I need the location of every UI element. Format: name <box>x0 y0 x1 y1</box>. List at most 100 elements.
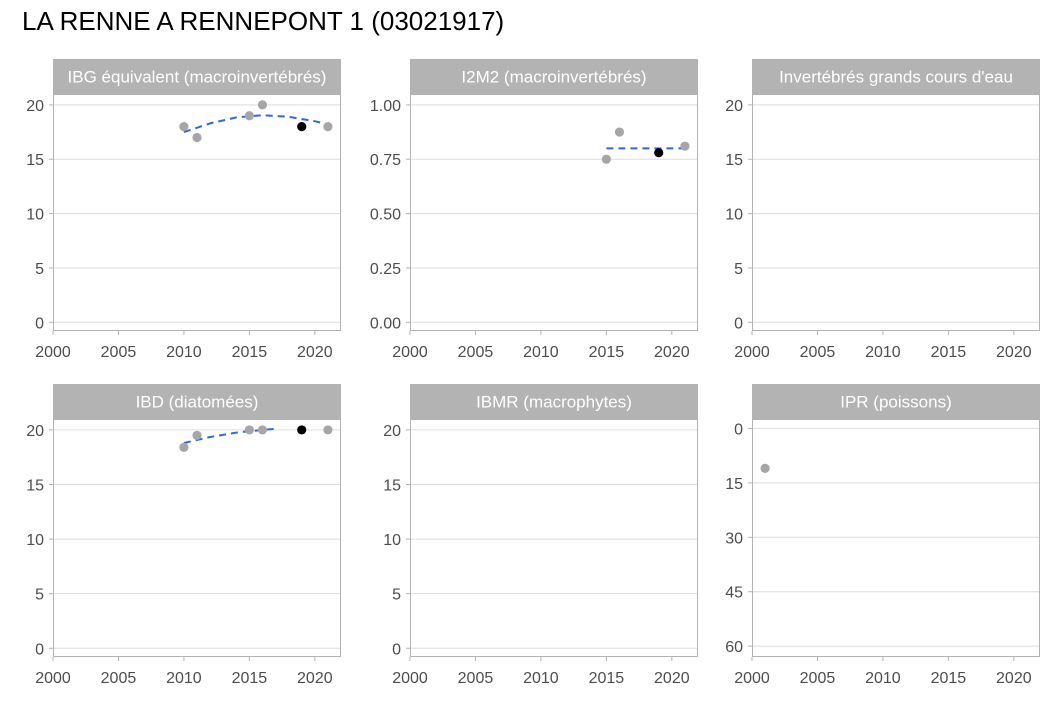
x-tick-label: 2015 <box>589 670 625 687</box>
facet-strip-title: IPR (poissons) <box>840 393 951 412</box>
y-tick-label: 20 <box>26 98 44 115</box>
y-tick-label: 0.50 <box>370 207 401 224</box>
facet-strip <box>410 59 698 94</box>
facet-strip <box>53 384 341 419</box>
data-point: 2001: 11 <box>760 463 770 473</box>
facet-strip <box>752 384 1040 419</box>
facet-strip <box>410 384 698 419</box>
highlighted-data-point: 2019: 20 <box>297 425 307 435</box>
highlighted-data-point: 2019: 0.78 <box>654 148 664 158</box>
x-tick-label: 2005 <box>458 344 494 361</box>
x-tick-label: 2000 <box>35 670 71 687</box>
facet-panel-5: IBMR (macrophytes) 0 5 10 15 20 2000 2005 2010 20… <box>383 384 698 687</box>
data-point: 2016: 20 <box>257 100 268 110</box>
x-tick-label: 2020 <box>996 670 1032 687</box>
facet-panel-6: IPR (poissons) 0 15 30 45 60 2000 2005 2010 2015 2… <box>725 384 1040 687</box>
x-tick-label: 2020 <box>654 344 690 361</box>
facet-strip-title: IBMR (macrophytes) <box>476 393 632 412</box>
y-tick-label: 0.75 <box>370 152 401 169</box>
data-point: 2016: 0.875 <box>614 127 625 137</box>
y-tick-label: 15 <box>26 478 44 495</box>
x-tick-label: 2000 <box>392 670 428 687</box>
data-point: 2021: 20 <box>323 425 333 435</box>
x-tick-label: 2015 <box>232 670 268 687</box>
y-tick-label: 60 <box>725 639 743 656</box>
data-point: 2015: 19 <box>244 111 254 121</box>
facet-panel-2: I2M2 (macroinvertébrés) 0.00 0.25 0.50 0.75 1… <box>370 59 698 361</box>
y-tick-label: 0.00 <box>370 315 401 332</box>
panel-border <box>53 419 341 657</box>
y-tick-label: 10 <box>26 532 44 549</box>
x-tick-label: 2005 <box>458 670 494 687</box>
x-tick-label: 2020 <box>297 344 333 361</box>
y-tick-label: 0 <box>734 421 743 438</box>
data-point: 2010: 18.4 <box>179 442 189 452</box>
data-point: 2021: 18 <box>323 122 333 132</box>
facet-strip-title: Invertébrés grands cours d'eau <box>779 68 1013 87</box>
y-tick-label: 45 <box>725 585 743 602</box>
facet-strip-title: IBG équivalent (macroinvertébrés) <box>68 68 327 87</box>
x-tick-label: 2010 <box>523 344 559 361</box>
x-tick-label: 2015 <box>232 344 268 361</box>
y-tick-label: 5 <box>35 261 44 278</box>
data-point: 2015: 0.75 <box>601 154 611 164</box>
x-tick-label: 2000 <box>35 344 71 361</box>
facet-strip <box>53 59 341 94</box>
panel-border <box>410 94 698 331</box>
x-tick-label: 2020 <box>297 670 333 687</box>
facet-strip-title: IBD (diatomées) <box>136 393 259 412</box>
x-tick-label: 2010 <box>166 670 202 687</box>
y-tick-label: 0 <box>35 315 44 332</box>
x-tick-label: 2020 <box>996 344 1032 361</box>
facet-strip <box>752 59 1040 94</box>
x-tick-label: 2020 <box>654 670 690 687</box>
y-tick-label: 0.25 <box>370 261 401 278</box>
y-tick-label: 5 <box>734 261 743 278</box>
x-tick-label: 2000 <box>734 344 770 361</box>
y-tick-label: 20 <box>26 423 44 440</box>
data-point: 2011: 17 <box>192 132 202 143</box>
x-tick-label: 2005 <box>800 344 836 361</box>
y-tick-label: 15 <box>383 478 401 495</box>
x-tick-label: 2000 <box>392 344 428 361</box>
y-tick-label: 15 <box>725 152 743 169</box>
y-tick-label: 0 <box>734 315 743 332</box>
x-tick-label: 2000 <box>734 670 770 687</box>
x-tick-label: 2010 <box>523 670 559 687</box>
y-tick-label: 15 <box>26 152 44 169</box>
panel-border <box>53 94 341 331</box>
panel-border <box>752 419 1040 657</box>
data-point: 2015: 20 <box>244 425 254 435</box>
y-tick-label: 10 <box>383 532 401 549</box>
facet-strip-title: I2M2 (macroinvertébrés) <box>461 68 646 87</box>
y-tick-label: 0 <box>35 641 44 658</box>
panel-border <box>752 94 1040 331</box>
page-title: LA RENNE A RENNEPONT 1 (03021917) <box>22 6 505 36</box>
y-tick-label: 30 <box>725 530 743 547</box>
y-tick-label: 20 <box>383 423 401 440</box>
data-point: 2021: 0.81 <box>680 141 690 151</box>
x-tick-label: 2005 <box>800 670 836 687</box>
highlighted-data-point: 2019: 18 <box>297 122 307 132</box>
x-tick-label: 2015 <box>931 344 967 361</box>
x-tick-label: 2005 <box>101 344 137 361</box>
x-tick-label: 2010 <box>166 344 202 361</box>
y-tick-label: 5 <box>392 587 401 604</box>
y-tick-label: 15 <box>725 476 743 493</box>
facet-panel-3: Invertébrés grands cours d'eau 0 5 10 15 2020… <box>725 59 1040 361</box>
x-tick-label: 2015 <box>589 344 625 361</box>
panel-border <box>410 419 698 657</box>
facet-panel-1: IBG équivalent (macroinvertébrés) 0 5 10 15 2… <box>26 59 341 361</box>
data-point: 2010: 18 <box>179 122 189 132</box>
y-tick-label: 0 <box>392 641 401 658</box>
x-tick-label: 2010 <box>865 344 901 361</box>
y-tick-label: 5 <box>35 587 44 604</box>
x-tick-label: 2010 <box>865 670 901 687</box>
data-point: 2011: 19.5 <box>192 430 202 440</box>
facet-panel-4: IBD (diatomées) 0 5 10 15 20 2000 2005 2010 2015 2… <box>26 384 341 687</box>
data-point: 2016: 20 <box>257 425 268 435</box>
trend-line <box>183 114 329 134</box>
x-tick-label: 2005 <box>101 670 137 687</box>
y-tick-label: 10 <box>725 207 743 224</box>
